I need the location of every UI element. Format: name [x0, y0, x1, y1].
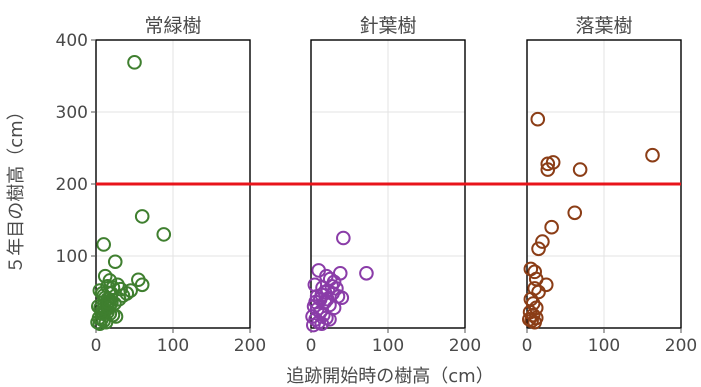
data-point: [97, 268, 113, 284]
panel-title: 常緑樹: [144, 15, 201, 37]
data-point: [336, 230, 351, 246]
y-tick-label: 300: [56, 103, 88, 123]
data-point: [544, 219, 559, 235]
x-axis-label: 追跡開始時の樹高（cm）: [286, 366, 493, 387]
data-point: [535, 234, 550, 249]
x-tick-label: 100: [372, 336, 404, 356]
data-point: [329, 281, 344, 296]
data-point: [96, 237, 111, 252]
data-point: [572, 162, 588, 177]
data-point: [531, 284, 546, 300]
data-point: [134, 277, 150, 293]
y-tick-label: 200: [56, 175, 88, 195]
data-point: [101, 300, 117, 316]
data-point: [98, 314, 114, 330]
data-point: [540, 156, 556, 172]
data-point: [527, 314, 543, 330]
panel-title: 針葉樹: [359, 15, 416, 37]
data-point: [134, 209, 150, 224]
data-point: [645, 147, 660, 163]
data-point: [107, 254, 123, 270]
data-point: [308, 294, 323, 310]
panel-2: 針葉樹 0 100 200: [305, 15, 481, 356]
data-point: [101, 294, 116, 310]
data-point: [123, 283, 138, 298]
points-series: [305, 230, 374, 333]
data-point: [525, 307, 541, 323]
data-point: [540, 162, 556, 177]
x-tick-label: 100: [157, 336, 189, 356]
data-point: [104, 286, 119, 301]
x-tick-label: 0: [91, 336, 102, 356]
data-point: [127, 55, 142, 70]
y-axis-label: ５年目の樹高（cm）: [6, 102, 27, 273]
data-point: [359, 265, 374, 281]
data-point: [567, 205, 583, 221]
data-point: [92, 316, 108, 331]
x-tick-label: 100: [588, 336, 620, 356]
data-point: [314, 316, 330, 331]
y-axis: 100 200 300 400: [56, 31, 96, 267]
x-tick-label: 200: [665, 336, 697, 356]
x-tick-label: 0: [306, 336, 317, 356]
panel-title: 落葉樹: [575, 15, 632, 37]
panels: 常緑樹 0 100 200 針葉樹 0 100 200 落葉樹 0 100 200: [90, 15, 697, 356]
data-point: [527, 264, 543, 280]
data-point: [531, 241, 546, 257]
x-tick-label: 200: [234, 336, 266, 356]
data-point: [306, 317, 321, 333]
points-series: [522, 111, 660, 330]
data-point: [530, 111, 546, 127]
y-tick-label: 100: [56, 247, 88, 267]
points-series: [90, 55, 172, 331]
panel-1: 常緑樹 0 100 200: [90, 15, 266, 356]
x-tick-label: 0: [522, 336, 533, 356]
x-tick-label: 200: [449, 336, 481, 356]
y-tick-label: 400: [56, 31, 88, 51]
data-point: [156, 227, 172, 242]
